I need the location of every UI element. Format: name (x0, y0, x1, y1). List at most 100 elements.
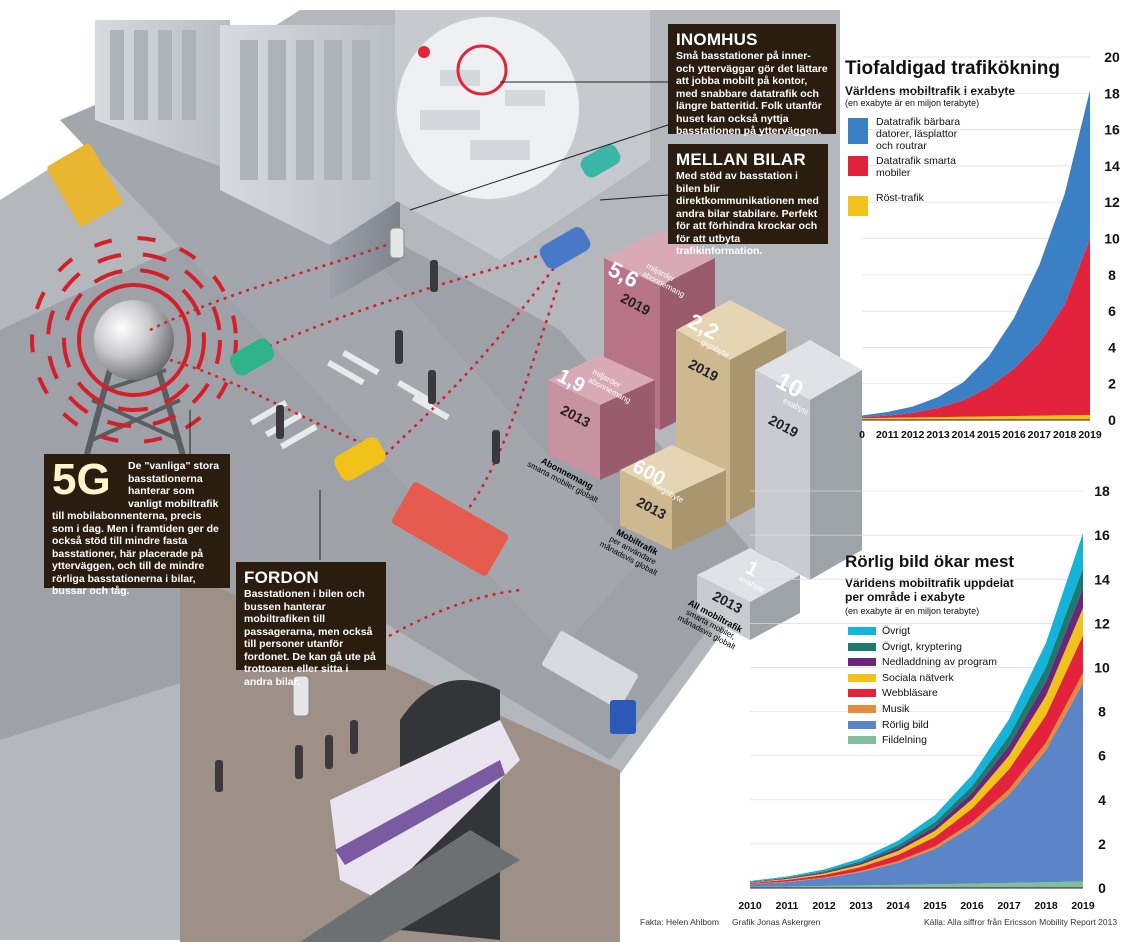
chart2-xtick-label: 2016 (960, 900, 984, 912)
stat-blocks (548, 230, 862, 640)
rails (300, 830, 520, 942)
chart2-legend-label: Fildelning (882, 734, 927, 747)
chart1-legend-swatch-red (848, 156, 868, 176)
chart2-note: (en exabyte är en miljon terabyte) (845, 606, 980, 616)
chart1-ytick-label: 0 (1108, 412, 1116, 428)
chart2-legend-swatch (848, 736, 876, 745)
chart2-ytick-label: 4 (1098, 792, 1106, 808)
chart2-legend-swatch (848, 627, 876, 635)
chart2-ytick-label: 10 (1094, 659, 1110, 675)
chart2-xtick-label: 2019 (1071, 900, 1095, 912)
chart2-legend-label: Musik (882, 703, 910, 715)
chart2-ytick-label: 12 (1094, 615, 1110, 631)
chart1-ytick-label: 10 (1104, 231, 1120, 247)
chart1-legend-swatch-yellow (848, 196, 868, 216)
chart2-legend-swatch (848, 705, 876, 713)
chart2-legend-swatch (848, 673, 876, 682)
chart2-xtick-label: 2010 (738, 900, 762, 912)
chart1-ytick-label: 18 (1104, 85, 1120, 101)
chart2-legend-swatch (848, 720, 876, 729)
chart1-area-1 (862, 238, 1090, 419)
vehicles (47, 143, 638, 734)
chart2-ytick-label: 16 (1094, 527, 1110, 543)
chart2-xtick-label: 2011 (776, 900, 799, 912)
chart1-ytick-label: 4 (1108, 339, 1116, 355)
building-windows (110, 30, 370, 180)
callout-mellan-bilar: MELLAN BILAR Med stöd av basstation i bi… (668, 144, 828, 257)
callout-inomhus: INOMHUS Små basstationer på inner- och y… (668, 24, 836, 137)
chart2-xtick-label: 2018 (1034, 900, 1058, 912)
building-center-side (330, 200, 400, 300)
callout-inomhus-text: Små basstationer på inner- och yttervägg… (676, 50, 828, 137)
chart2-legend-label: Webbläsare (882, 687, 938, 700)
chart2-area-3 (750, 635, 1083, 885)
callout-5g-lead: De "vanliga" stora basstationerna hanter… (128, 460, 220, 510)
chart2-legend-label: Övrigt (882, 625, 911, 637)
chart1-xtick-label: 2019 (1078, 429, 1102, 441)
chart2-ytick-label: 14 (1094, 571, 1110, 587)
chart2-xtick-label: 2013 (849, 900, 873, 912)
credit-fakta: Fakta: Helen Ahlbom (640, 917, 719, 927)
chart1-ytick-label: 16 (1104, 122, 1120, 138)
chart2-legend-label: Sociala nätverk (882, 671, 954, 684)
chart2-ytick-label: 6 (1098, 748, 1106, 764)
chart1-legend-label-red: Datatrafik smarta mobiler (876, 155, 956, 179)
callout-mellan-bilar-text: Med stöd av basstation i bilen blir dire… (676, 170, 819, 257)
chart2-legend-swatch (848, 658, 876, 667)
credit-source: Källa: Alla siffror från Ericsson Mobili… (924, 917, 1118, 927)
chart2-ytick-label: 8 (1098, 704, 1106, 720)
chart2-area-4 (750, 607, 1083, 883)
chart1-legend-label-blue: Datatrafik bärbara datorer, läsplattor o… (876, 116, 961, 152)
callout-inomhus-title: INOMHUS (676, 30, 758, 49)
chart1-ytick-label: 14 (1104, 158, 1120, 174)
chart2-title: Rörlig bild ökar mest (845, 552, 1015, 571)
chart1-xtick-label: 2015 (977, 429, 1001, 441)
callout-fordon-text: Basstationen i bilen och bussen hanterar… (244, 588, 376, 688)
chart1-title: Tiofaldigad trafikökning (845, 58, 1060, 79)
chart1-xtick-label: 2014 (952, 429, 976, 441)
chart1-area-2 (862, 90, 1090, 418)
chart1-legend-swatch-blue (848, 118, 868, 144)
chart1-subtitle: Världens mobiltrafik i exabyte (845, 84, 1016, 98)
callout-5g-text: till mobilabonnenterna, precis som i dag… (52, 510, 219, 597)
chart2-xtick-label: 2012 (812, 900, 836, 912)
chart2-area-5 (750, 588, 1083, 883)
chart2-legend-swatch (848, 689, 876, 698)
chart1-ytick-label: 20 (1104, 49, 1120, 65)
signal-waves (30, 236, 238, 444)
chart1-ytick-label: 12 (1104, 194, 1120, 210)
chart2-area-6 (750, 568, 1083, 883)
chart2-area-1 (750, 682, 1083, 887)
chart2-legend-label: Rörlig bild (882, 718, 929, 731)
chart1-xtick-label: 2012 (901, 429, 925, 441)
chart1-area-0 (862, 414, 1090, 420)
chart1-note: (en exabyte är en miljon terabyte) (845, 98, 980, 108)
chart2: 0 2 4 6 8 10 12 14 16 18 2010 2011 2012 2013 2014 2015 2… (738, 483, 1110, 912)
chart2-xtick-label: 2014 (886, 900, 910, 912)
chart1-ytick-label: 2 (1108, 376, 1116, 392)
chart1-ytick-label: 6 (1108, 303, 1116, 319)
chart1-xtick-label: 0 (859, 429, 865, 441)
chart1-xtick-label: 2017 (1028, 429, 1052, 441)
chart2-ytick-label: 2 (1098, 836, 1106, 852)
chart1-xtick-label: 2018 (1053, 429, 1077, 441)
indoor-view (395, 15, 581, 201)
indoor-desks (420, 70, 545, 160)
tunnel-base-station (292, 675, 310, 717)
tower-ball (94, 300, 174, 380)
chart2-xtick-label: 2015 (923, 900, 947, 912)
credit-grafik: Grafik Jonas Askergren (732, 917, 821, 927)
chart2-xtick-label: 2017 (997, 900, 1021, 912)
wall-base-station (389, 227, 405, 259)
chart2-legend-label: Övrigt, kryptering (882, 640, 962, 653)
chart1-legend-label-yellow: Röst-trafik (876, 192, 924, 204)
chart1-xtick-label: 2013 (926, 429, 950, 441)
chart1-xtick-label: 2011 (876, 429, 899, 441)
chart2-ytick-label: 0 (1098, 880, 1106, 896)
chart2-ytick-label: 18 (1094, 483, 1110, 499)
pedestrians (215, 260, 500, 792)
callout-5g: 5G De "vanliga" stora basstationerna han… (44, 454, 230, 597)
chart1-xtick-label: 2016 (1002, 429, 1026, 441)
